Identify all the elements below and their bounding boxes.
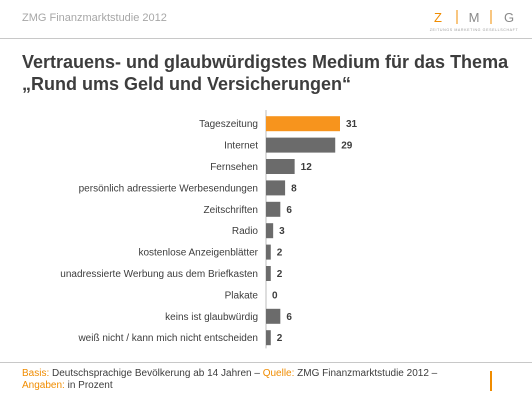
data-label: Angaben: bbox=[22, 380, 65, 391]
basis-label: Basis: bbox=[22, 368, 50, 379]
footer-note: Basis: Deutschsprachige Bevölkerung ab 1… bbox=[22, 368, 472, 392]
data-text: in Prozent bbox=[64, 380, 113, 391]
chart-title: Vertrauens- und glaubwürdigstes Medium f… bbox=[22, 51, 522, 95]
basis-text: Deutschsprachige Bevölkerung ab 14 Jahre… bbox=[49, 368, 263, 379]
bar-chart: Tageszeitung 31 Internet 29 Fernsehen 12 persö… bbox=[60, 110, 358, 349]
bar bbox=[266, 223, 274, 239]
bar bbox=[266, 159, 295, 174]
bar bbox=[266, 201, 281, 217]
value-label: 8 bbox=[291, 183, 297, 194]
category-label: Fernsehen bbox=[210, 162, 258, 173]
title-line-2: „Rund ums Geld und Versicherungen“ bbox=[22, 74, 352, 94]
logo-letter-g: G bbox=[504, 10, 514, 25]
bar bbox=[266, 180, 286, 196]
bar bbox=[266, 116, 340, 132]
category-label: Tageszeitung bbox=[199, 119, 258, 130]
category-label: weiß nicht / kann mich nicht entscheiden bbox=[77, 333, 258, 344]
value-label: 29 bbox=[341, 141, 353, 152]
source-text: ZMG Finanzmarktstudie 2012 – bbox=[294, 368, 438, 379]
value-label: 2 bbox=[277, 248, 283, 259]
value-label: 6 bbox=[286, 312, 292, 323]
category-label: keins ist glaubwürdig bbox=[165, 312, 258, 323]
value-label: 12 bbox=[301, 162, 313, 173]
header-divider bbox=[0, 38, 532, 39]
bar bbox=[266, 266, 271, 281]
footer-accent-mark bbox=[490, 371, 492, 391]
category-label: Radio bbox=[232, 226, 259, 237]
value-label: 31 bbox=[346, 119, 358, 130]
study-label: ZMG Finanzmarktstudie 2012 bbox=[22, 12, 167, 24]
header: ZMG Finanzmarktstudie 2012 Z M G ZEITUNG… bbox=[0, 0, 532, 36]
category-label: Plakate bbox=[225, 290, 259, 301]
title-line-1: Vertrauens- und glaubwürdigstes Medium f… bbox=[22, 52, 509, 72]
bar bbox=[266, 330, 271, 346]
value-label: 6 bbox=[286, 205, 292, 216]
bar bbox=[266, 308, 281, 324]
value-label: 2 bbox=[277, 269, 283, 280]
logo-letter-m: M bbox=[469, 10, 480, 25]
category-label: Zeitschriften bbox=[204, 205, 258, 216]
value-label: 3 bbox=[279, 226, 285, 237]
value-label: 0 bbox=[272, 290, 278, 301]
logo-tagline: ZEITUNGS MARKETING GESELLSCHAFT bbox=[430, 28, 519, 32]
source-label: Quelle: bbox=[262, 368, 295, 379]
value-label: 2 bbox=[277, 333, 283, 344]
category-label: unadressierte Werbung aus dem Briefkaste… bbox=[60, 269, 258, 280]
category-label: Internet bbox=[224, 141, 258, 152]
footer-divider bbox=[0, 362, 532, 363]
logo-letter-z: Z bbox=[434, 10, 442, 25]
bar bbox=[266, 244, 271, 260]
zmg-logo: Z M G ZEITUNGS MARKETING GESELLSCHAFT bbox=[430, 10, 519, 32]
category-label: kostenlose Anzeigenblätter bbox=[138, 248, 258, 259]
category-label: persönlich adressierte Werbesendungen bbox=[79, 183, 258, 194]
bar bbox=[266, 137, 336, 153]
